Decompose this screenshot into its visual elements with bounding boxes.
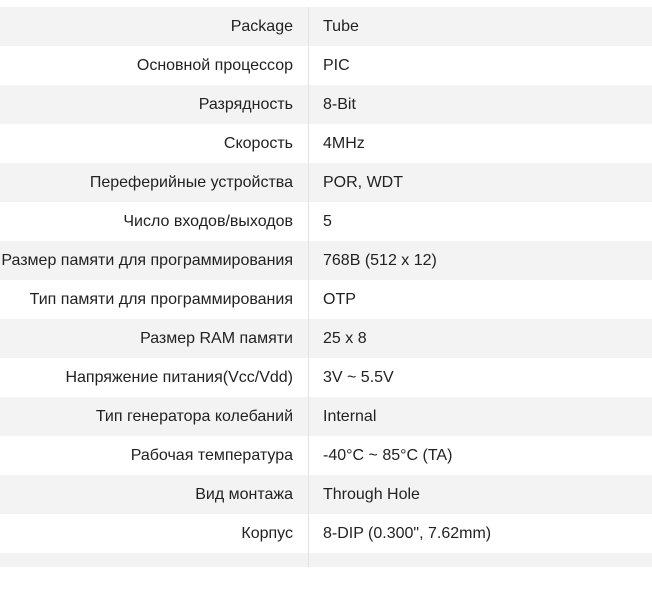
spec-value: 25 x 8 [309, 319, 652, 358]
spec-label: Вид монтажа [0, 475, 309, 514]
spec-value: 5 [309, 202, 652, 241]
spec-value: 8-Bit [309, 85, 652, 124]
spec-label: Размер RAM памяти [0, 319, 309, 358]
spec-value: Internal [309, 397, 652, 436]
spec-label: Тип памяти для программирования [0, 280, 309, 319]
spec-value: OTP [309, 280, 652, 319]
spec-value: POR, WDT [309, 163, 652, 202]
spec-value: 4MHz [309, 124, 652, 163]
spec-label: Тип генератора колебаний [0, 397, 309, 436]
spec-value: 768B (512 x 12) [309, 241, 652, 280]
spec-value: -40°C ~ 85°C (TA) [309, 436, 652, 475]
spec-value: PIC [309, 46, 652, 85]
spec-value [309, 553, 652, 567]
spec-value: Through Hole [309, 475, 652, 514]
spec-value: 3V ~ 5.5V [309, 358, 652, 397]
spec-label [0, 553, 309, 567]
spec-label: Корпус [0, 514, 309, 553]
spec-label: Напряжение питания(Vcc/Vdd) [0, 358, 309, 397]
spec-label: Основной процессор [0, 46, 309, 85]
spec-value: 8-DIP (0.300", 7.62mm) [309, 514, 652, 553]
spec-label: Размер памяти для программирования [0, 241, 309, 280]
spec-value: Tube [309, 7, 652, 46]
spec-label: Переферийные устройства [0, 163, 309, 202]
spec-label: Рабочая температура [0, 436, 309, 475]
spec-label: Package [0, 7, 309, 46]
spec-label: Число входов/выходов [0, 202, 309, 241]
spec-row: Напряжение питания(Vcc/Vdd)3V ~ 5.5V [0, 358, 652, 397]
spec-row [0, 553, 652, 567]
spec-label: Разрядность [0, 85, 309, 124]
spec-label: Скорость [0, 124, 309, 163]
spec-row: Рабочая температура-40°C ~ 85°C (TA) [0, 436, 652, 475]
